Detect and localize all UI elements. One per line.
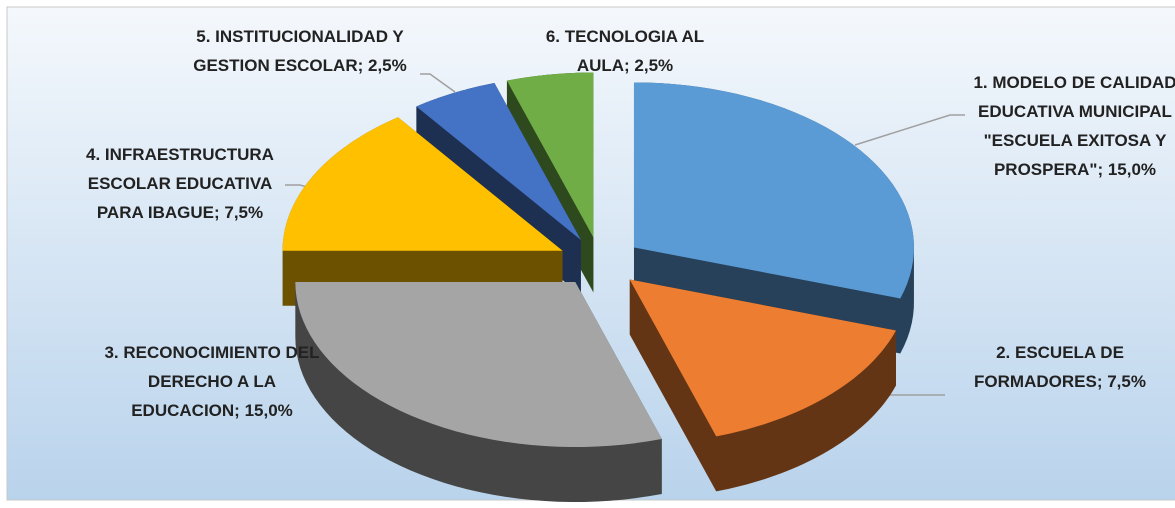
- label-name: 6. TECNOLOGIA AL AULA: [545, 27, 705, 75]
- label-separator: ;: [213, 203, 225, 222]
- slice-top: [416, 83, 581, 240]
- data-label: 2. ESCUELA DE FORMADORES; 7,5%: [945, 338, 1175, 396]
- data-label: 4. INFRAESTRUCTURA ESCOLAR EDUCATIVA PAR…: [63, 140, 298, 227]
- label-name: 1. MODELO DE CALIDAD EDUCATIVA MUNICIPAL…: [973, 73, 1175, 179]
- slice: [282, 117, 563, 306]
- label-value: 2,5%: [368, 56, 407, 75]
- pie: [282, 72, 914, 503]
- label-separator: ;: [1096, 372, 1108, 391]
- label-separator: ;: [624, 56, 635, 75]
- slice: [629, 279, 896, 492]
- data-label: 1. MODELO DE CALIDAD EDUCATIVA MUNICIPAL…: [963, 68, 1175, 184]
- data-label: 6. TECNOLOGIA AL AULA; 2,5%: [520, 22, 730, 80]
- label-value: 2,5%: [634, 56, 674, 75]
- slice-top: [282, 117, 563, 251]
- slice: [633, 82, 914, 354]
- label-separator: ;: [234, 401, 245, 420]
- data-label: 3. RECONOCIMIENTO DEL DERECHO A LA EDUCA…: [92, 338, 332, 425]
- label-name: 5. INSTITUCIONALIDAD Y GESTION ESCOLAR: [193, 27, 404, 75]
- label-value: 7,5%: [1107, 372, 1146, 391]
- label-value: 7,5%: [224, 203, 264, 222]
- label-separator: ;: [1097, 160, 1108, 179]
- label-value: 15,0%: [244, 401, 293, 420]
- slice-top: [629, 279, 896, 437]
- slice-top: [506, 72, 594, 238]
- label-name: 4. INFRAESTRUCTURA ESCOLAR EDUCATIVA PAR…: [86, 145, 274, 222]
- data-label: 5. INSTITUCIONALIDAD Y GESTION ESCOLAR; …: [188, 22, 413, 80]
- label-separator: ;: [357, 56, 368, 75]
- slice: [295, 282, 662, 503]
- slice-top: [633, 82, 914, 299]
- slice-top: [295, 282, 662, 448]
- label-value: 15,0%: [1107, 160, 1157, 179]
- label-name: 3. RECONOCIMIENTO DEL DERECHO A LA EDUCA…: [104, 343, 320, 420]
- label-name: 2. ESCUELA DE FORMADORES: [974, 343, 1124, 391]
